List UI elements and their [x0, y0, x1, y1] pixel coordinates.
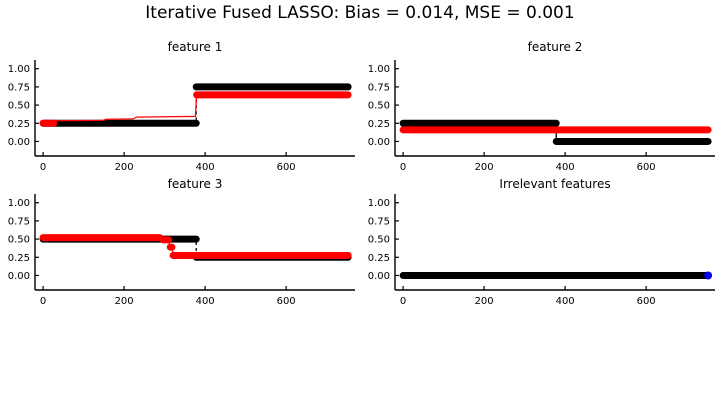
y-tick-label: 0.00 — [368, 137, 390, 148]
y-tick-label: 0.00 — [368, 271, 390, 282]
x-tick-label: 0 — [40, 162, 46, 173]
x-tick-label: 200 — [115, 162, 134, 173]
y-tick-label: 0.75 — [368, 82, 390, 93]
subplot-title-feature-1: feature 1 — [167, 40, 223, 54]
figure-title: Iterative Fused LASSO: Bias = 0.014, MSE… — [145, 3, 575, 23]
x-tick-label: 400 — [556, 162, 575, 173]
y-tick-label: 0.25 — [368, 119, 390, 130]
y-tick-label: 0.50 — [8, 101, 30, 112]
x-tick-label: 200 — [115, 296, 134, 307]
x-tick-label: 0 — [400, 296, 406, 307]
x-tick-label: 600 — [637, 162, 656, 173]
subplot-feature-1-plot: 0.00 0.25 0.50 0.75 1.00 0 200 400 600 — [8, 60, 355, 173]
y-tick-label: 0.75 — [8, 216, 30, 227]
x-tick-label: 0 — [400, 162, 406, 173]
y-tick-label: 0.50 — [368, 101, 390, 112]
x-tick-label: 200 — [475, 296, 494, 307]
x-tick-label: 200 — [475, 162, 494, 173]
y-tick-label: 0.25 — [368, 253, 390, 264]
x-tick-label: 400 — [556, 296, 575, 307]
y-tick-label: 0.25 — [8, 119, 30, 130]
y-tick-label: 1.00 — [8, 64, 30, 75]
y-tick-label: 1.00 — [368, 64, 390, 75]
y-tick-label: 0.50 — [368, 235, 390, 246]
y-tick-label: 0.75 — [368, 216, 390, 227]
y-tick-label: 1.00 — [8, 198, 30, 209]
y-tick-label: 0.00 — [8, 271, 30, 282]
subplot-feature-2-plot: 0.00 0.25 0.50 0.75 1.00 0 200 400 600 — [368, 60, 715, 173]
y-tick-label: 0.00 — [8, 137, 30, 148]
subplot-irrelevant-features-plot: 0.00 0.25 0.50 0.75 1.00 0 200 400 600 — [368, 194, 715, 307]
x-tick-label: 600 — [277, 162, 296, 173]
y-tick-label: 0.50 — [8, 235, 30, 246]
x-tick-label: 400 — [196, 296, 215, 307]
subplot-title-feature-2: feature 2 — [527, 40, 583, 54]
estimate-outlier-dot — [704, 271, 713, 280]
x-tick-label: 400 — [196, 162, 215, 173]
subplot-title-irrelevant-features: Irrelevant features — [499, 177, 611, 191]
y-tick-label: 0.75 — [8, 82, 30, 93]
x-tick-label: 600 — [637, 296, 656, 307]
y-tick-label: 0.25 — [8, 253, 30, 264]
subplot-title-feature-3: feature 3 — [167, 177, 223, 191]
y-tick-label: 1.00 — [368, 198, 390, 209]
subplot-feature-3-plot: 0.00 0.25 0.50 0.75 1.00 0 200 400 600 — [8, 194, 355, 307]
x-tick-label: 600 — [277, 296, 296, 307]
x-tick-label: 0 — [40, 296, 46, 307]
